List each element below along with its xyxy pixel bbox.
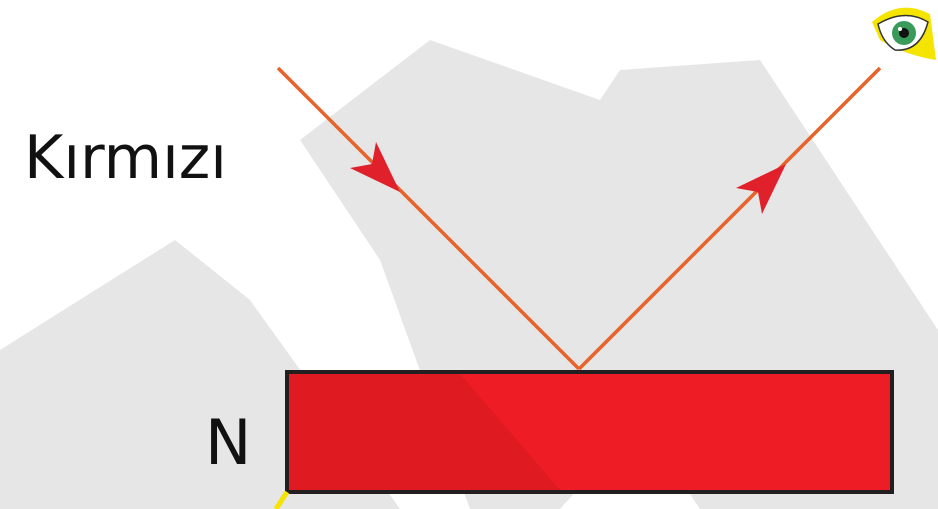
diagram: Kırmızı N (0, 0, 938, 509)
color-label: Kırmızı (24, 123, 227, 193)
object-label: N (205, 406, 251, 479)
eye-icon (872, 8, 936, 60)
